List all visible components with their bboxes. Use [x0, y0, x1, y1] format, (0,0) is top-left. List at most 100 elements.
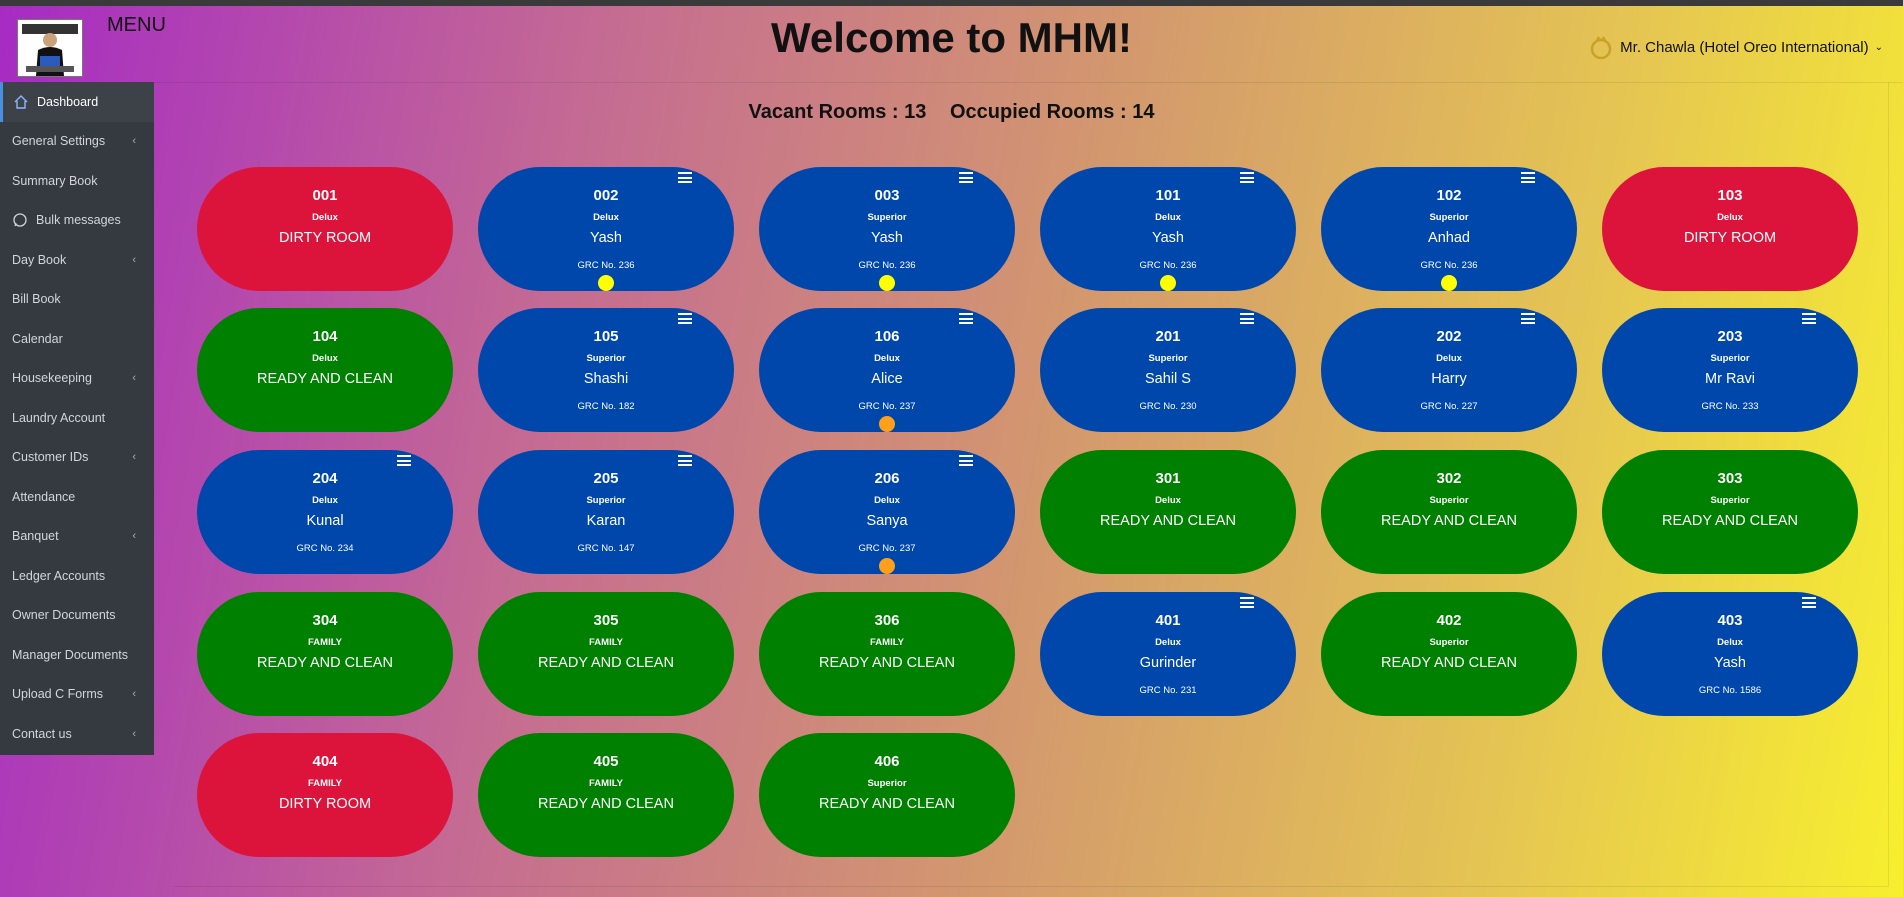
room-card[interactable]: 403 Delux Yash GRC No. 1586: [1602, 592, 1858, 716]
vacant-rooms-count: Vacant Rooms : 13: [748, 101, 927, 123]
room-card[interactable]: 206 Delux Sanya GRC No. 237: [759, 450, 1015, 574]
room-status: Alice: [871, 371, 903, 387]
sidebar-item[interactable]: Bulk messages: [0, 201, 154, 241]
sidebar-item-label: Housekeeping: [12, 371, 92, 386]
hamburger-menu-icon[interactable]: [1521, 172, 1535, 184]
room-status: Shashi: [583, 371, 629, 387]
sidebar-item-label: Day Book: [12, 252, 67, 267]
room-card[interactable]: 201 Superior Sahil S GRC No. 230: [1040, 308, 1296, 432]
room-status: Sahil S: [1145, 371, 1191, 387]
room-type: Superior: [1148, 353, 1188, 364]
sidebar-item[interactable]: Housekeeping ‹: [0, 359, 154, 399]
grc-number: GRC No. 236: [577, 260, 635, 271]
sidebar-item[interactable]: Calendar: [0, 319, 154, 359]
grc-number: GRC No. 227: [1420, 401, 1478, 412]
sidebar-item[interactable]: Laundry Account: [0, 398, 154, 438]
sidebar-item[interactable]: General Settings ‹: [0, 122, 154, 162]
room-card[interactable]: 204 Delux Kunal GRC No. 234: [197, 450, 453, 574]
room-card[interactable]: 103 Delux DIRTY ROOM: [1602, 167, 1858, 291]
room-card[interactable]: 003 Superior Yash GRC No. 236: [759, 167, 1015, 291]
hamburger-menu-icon[interactable]: [1240, 313, 1254, 325]
room-type: Superior: [586, 353, 626, 364]
menu-toggle[interactable]: MENU: [107, 14, 166, 36]
crown-icon: [1588, 34, 1614, 60]
hamburger-menu-icon[interactable]: [959, 455, 973, 467]
sidebar-item[interactable]: Manager Documents: [0, 635, 154, 675]
chevron-left-icon: ‹: [132, 530, 136, 543]
hotel-logo[interactable]: [17, 19, 83, 77]
room-card[interactable]: 205 Superior Karan GRC No. 147: [478, 450, 734, 574]
room-status: READY AND CLEAN: [1381, 513, 1517, 529]
hamburger-menu-icon[interactable]: [959, 313, 973, 325]
room-card[interactable]: 304 FAMILY READY AND CLEAN: [197, 592, 453, 716]
sidebar-item[interactable]: Summary Book: [0, 161, 154, 201]
room-card[interactable]: 401 Delux Gurinder GRC No. 231: [1040, 592, 1296, 716]
hamburger-menu-icon[interactable]: [1240, 597, 1254, 609]
room-status: Anhad: [1428, 230, 1470, 246]
room-card[interactable]: 302 Superior READY AND CLEAN: [1321, 450, 1577, 574]
sidebar-item-label: Attendance: [12, 489, 76, 504]
sidebar-item-label: Summary Book: [12, 173, 98, 188]
sidebar-item[interactable]: Dashboard: [0, 82, 154, 122]
sidebar-item[interactable]: Upload C Forms ‹: [0, 675, 154, 715]
room-card[interactable]: 102 Superior Anhad GRC No. 236: [1321, 167, 1577, 291]
sidebar-item[interactable]: Bill Book: [0, 280, 154, 320]
room-status: Mr Ravi: [1705, 371, 1755, 387]
room-status: Gurinder: [1139, 655, 1197, 671]
sidebar-item-label: Manager Documents: [12, 647, 129, 662]
room-status: DIRTY ROOM: [278, 230, 372, 246]
room-type: Superior: [1429, 495, 1469, 506]
sidebar-item[interactable]: Ledger Accounts: [0, 556, 154, 596]
chevron-left-icon: ‹: [132, 688, 136, 701]
room-card[interactable]: 404 FAMILY DIRTY ROOM: [197, 733, 453, 857]
room-card[interactable]: 402 Superior READY AND CLEAN: [1321, 592, 1577, 716]
room-card[interactable]: 306 FAMILY READY AND CLEAN: [759, 592, 1015, 716]
room-card[interactable]: 104 Delux READY AND CLEAN: [197, 308, 453, 432]
room-status: READY AND CLEAN: [1100, 513, 1236, 529]
room-card[interactable]: 305 FAMILY READY AND CLEAN: [478, 592, 734, 716]
sidebar-item[interactable]: Owner Documents: [0, 596, 154, 636]
hamburger-menu-icon[interactable]: [397, 455, 411, 467]
room-card[interactable]: 106 Delux Alice GRC No. 237: [759, 308, 1015, 432]
hamburger-menu-icon[interactable]: [678, 172, 692, 184]
room-card[interactable]: 101 Delux Yash GRC No. 236: [1040, 167, 1296, 291]
hamburger-menu-icon[interactable]: [678, 455, 692, 467]
grc-number: GRC No. 1586: [1698, 685, 1762, 696]
room-card[interactable]: 203 Superior Mr Ravi GRC No. 233: [1602, 308, 1858, 432]
room-type: Superior: [1429, 212, 1469, 223]
room-type: Superior: [867, 212, 907, 223]
room-type: Superior: [1710, 353, 1750, 364]
room-number: 404: [312, 753, 338, 770]
room-card[interactable]: 303 Superior READY AND CLEAN: [1602, 450, 1858, 574]
room-card[interactable]: 406 Superior READY AND CLEAN: [759, 733, 1015, 857]
room-card[interactable]: 002 Delux Yash GRC No. 236: [478, 167, 734, 291]
room-number: 204: [312, 470, 338, 487]
hamburger-menu-icon[interactable]: [1802, 313, 1816, 325]
hamburger-menu-icon[interactable]: [1240, 172, 1254, 184]
sidebar-item[interactable]: Contact us ‹: [0, 714, 154, 754]
room-card[interactable]: 105 Superior Shashi GRC No. 182: [478, 308, 734, 432]
room-number: 406: [874, 753, 900, 770]
hamburger-menu-icon[interactable]: [959, 172, 973, 184]
sidebar-item[interactable]: Day Book ‹: [0, 240, 154, 280]
user-menu[interactable]: Mr. Chawla (Hotel Oreo International) ⌄: [1588, 34, 1883, 60]
room-number: 103: [1717, 187, 1743, 204]
room-status: Yash: [590, 230, 622, 246]
sidebar-item-label: Calendar: [12, 331, 63, 346]
sidebar-item-label: Laundry Account: [12, 410, 106, 425]
room-card[interactable]: 405 FAMILY READY AND CLEAN: [478, 733, 734, 857]
hamburger-menu-icon[interactable]: [1802, 597, 1816, 609]
room-card[interactable]: 202 Delux Harry GRC No. 227: [1321, 308, 1577, 432]
room-card[interactable]: 001 Delux DIRTY ROOM: [197, 167, 453, 291]
sidebar-item-label: Banquet: [12, 529, 59, 544]
room-card[interactable]: 301 Delux READY AND CLEAN: [1040, 450, 1296, 574]
room-type: Superior: [1710, 495, 1750, 506]
sidebar-item[interactable]: Attendance: [0, 477, 154, 517]
sidebar-item[interactable]: Banquet ‹: [0, 517, 154, 557]
sidebar-item-label: General Settings: [12, 134, 106, 149]
sidebar-item[interactable]: Customer IDs ‹: [0, 438, 154, 478]
occupied-rooms-count: Occupied Rooms : 14: [949, 101, 1155, 123]
hamburger-menu-icon[interactable]: [678, 313, 692, 325]
hamburger-menu-icon[interactable]: [1521, 313, 1535, 325]
sidebar: Dashboard General Settings ‹ Summary Book Bu…: [0, 82, 154, 755]
